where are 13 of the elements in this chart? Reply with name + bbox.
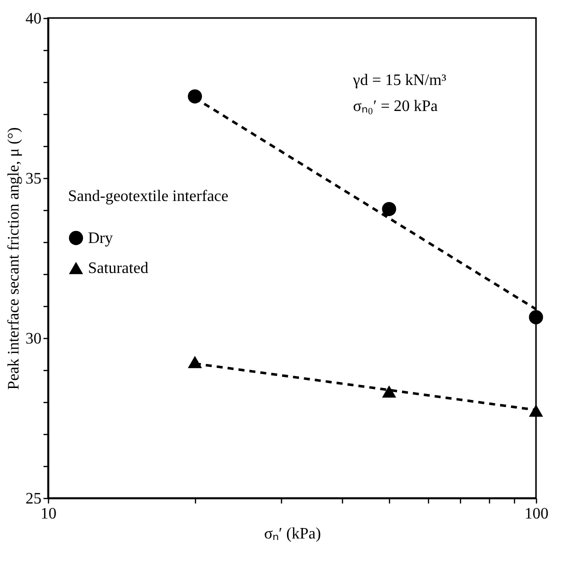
y-axis-title: Peak interface secant friction angle, μ (°) — [6, 127, 22, 390]
y-tick-label: 35 — [26, 170, 42, 188]
x-tick-label: 10 — [40, 506, 56, 522]
legend-label: Saturated — [88, 260, 148, 277]
x-tick-label: 100 — [524, 506, 548, 522]
annotation: σₙ₀′ = 20 kPa — [353, 98, 438, 115]
x-axis-title: σₙ′ (kPa) — [264, 526, 321, 542]
legend-title: Sand-geotextile interface — [68, 188, 228, 205]
y-tick-label: 25 — [26, 490, 42, 508]
annotation: γd = 15 kN/m³ — [352, 72, 447, 89]
legend-label: Dry — [88, 230, 113, 247]
y-tick-label: 40 — [26, 10, 42, 28]
y-tick-label: 30 — [26, 330, 42, 348]
